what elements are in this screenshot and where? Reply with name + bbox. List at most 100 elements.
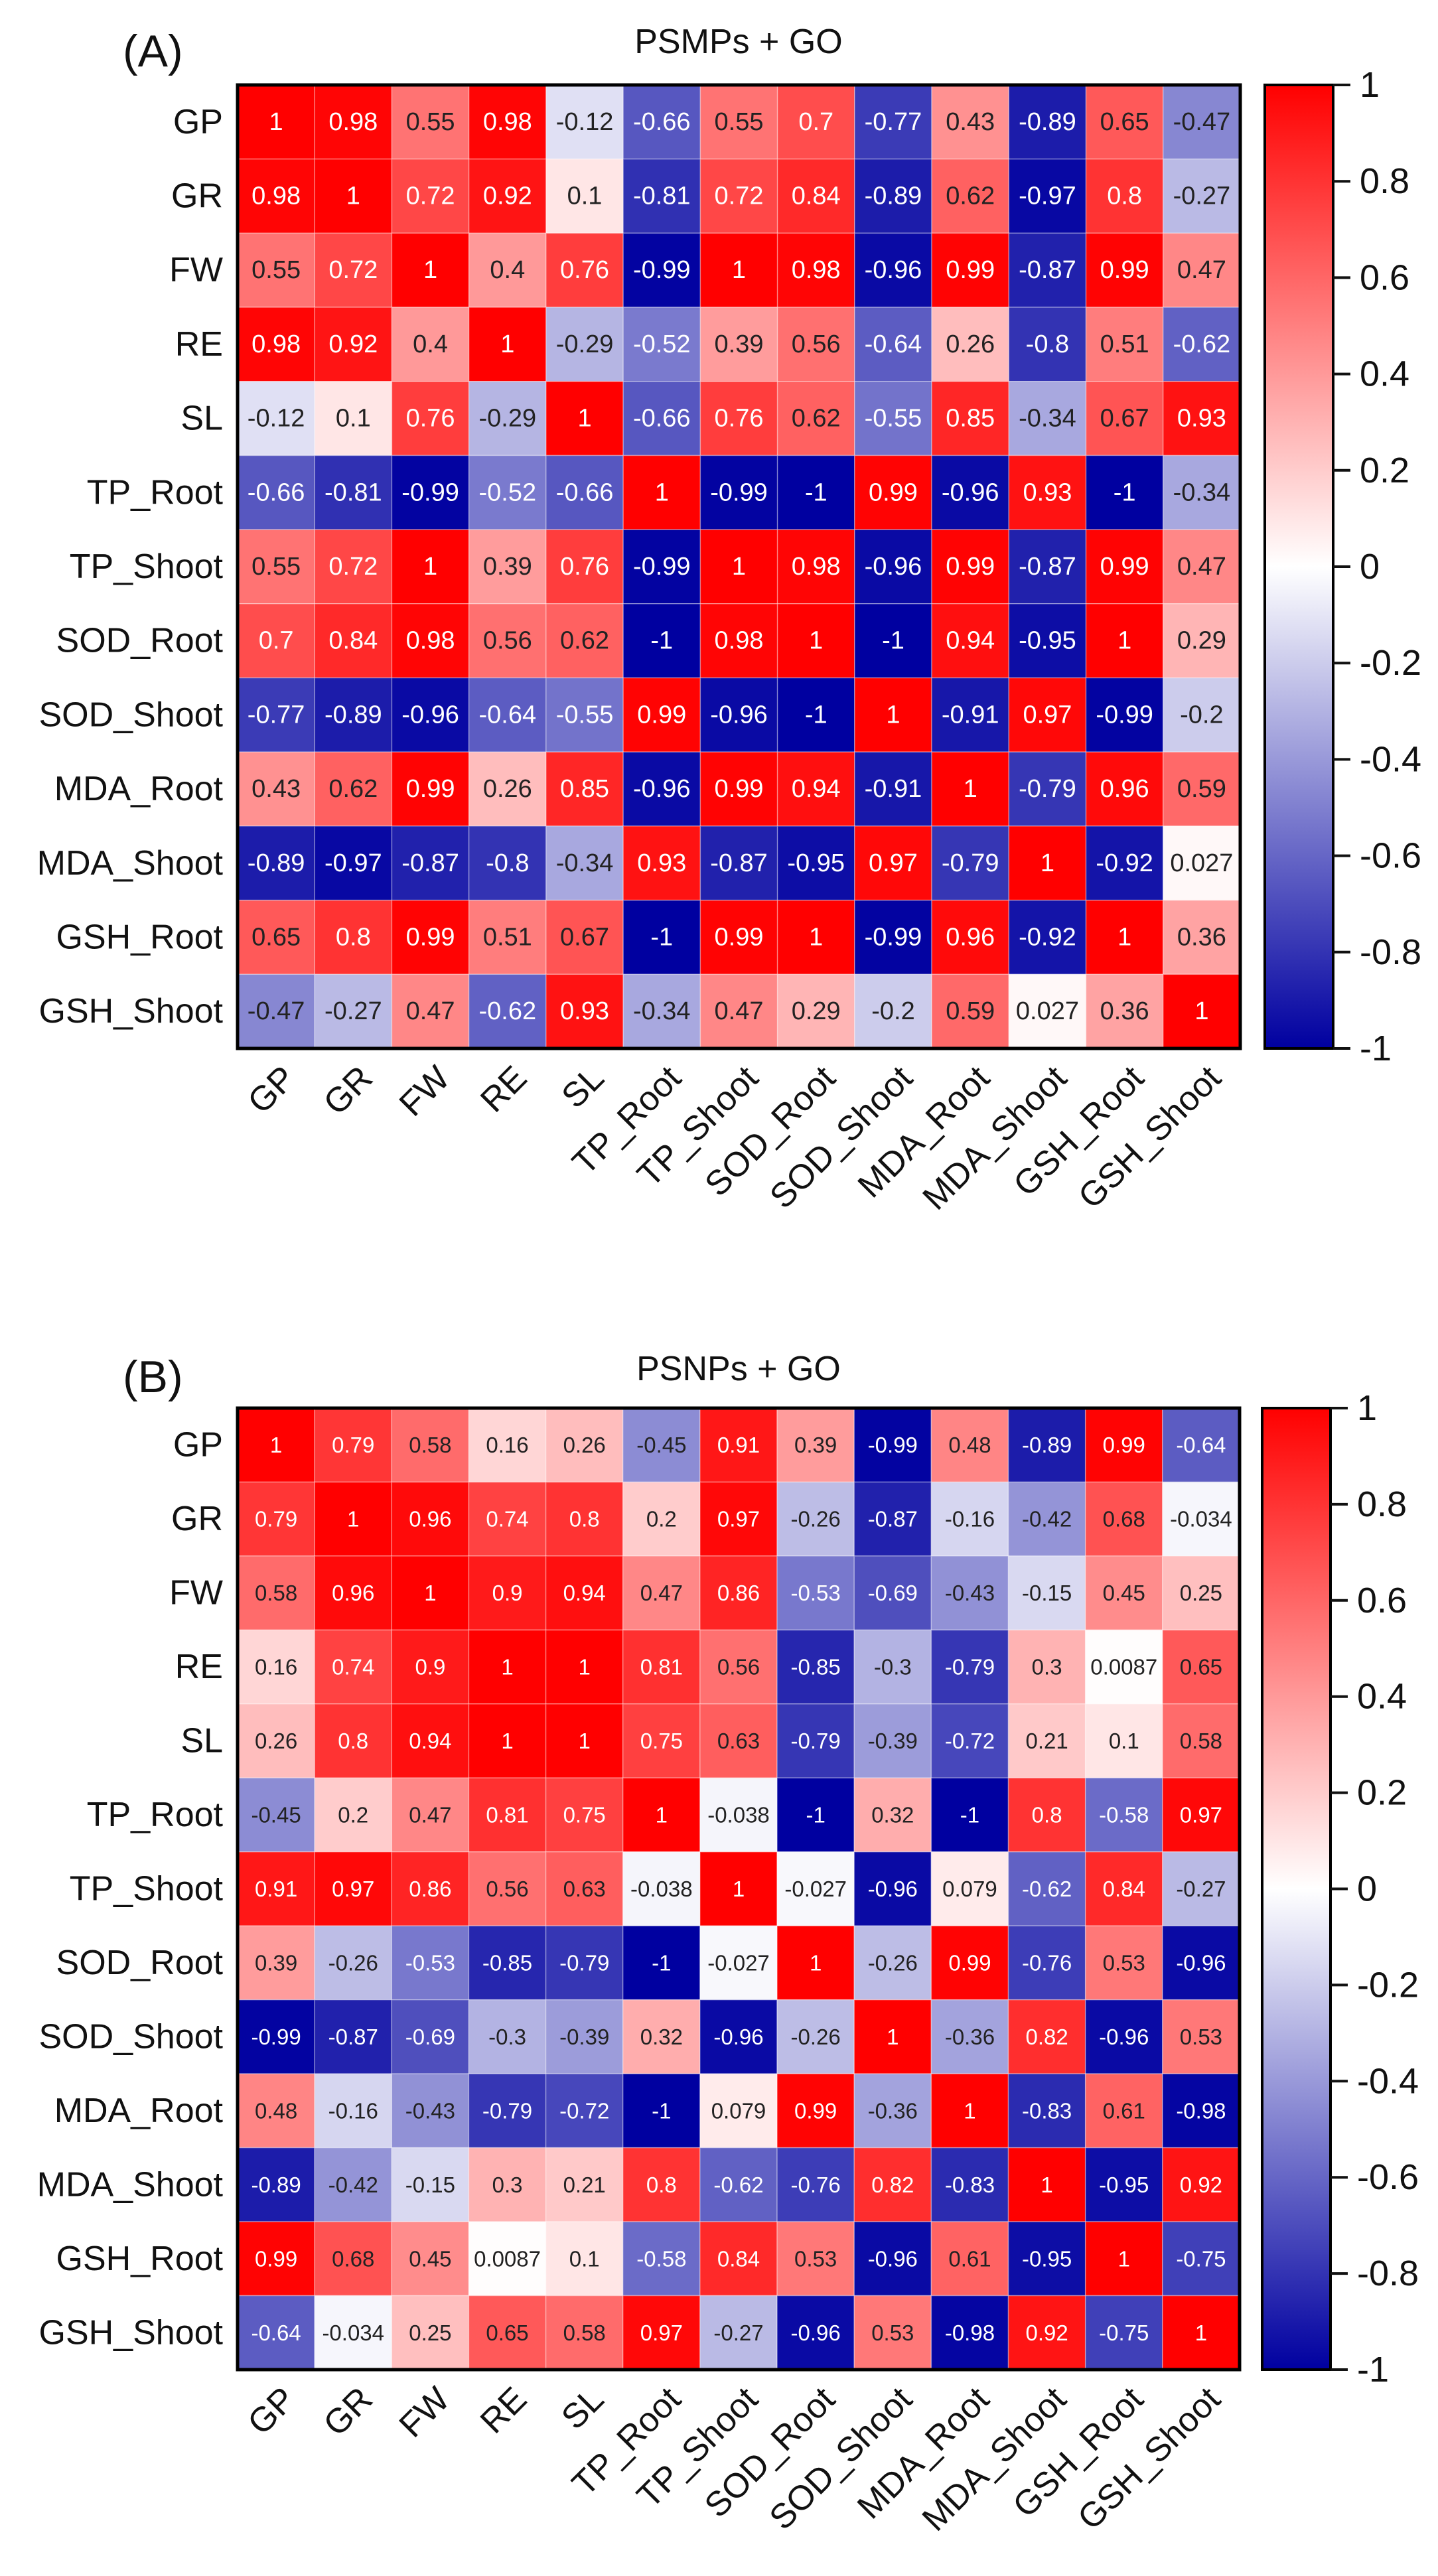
cell-value-label: 1 (1195, 2321, 1207, 2345)
cell-value-label: 1 (887, 2025, 899, 2049)
cell-value-label: -0.99 (710, 478, 768, 506)
cell-value-label: -0.95 (787, 849, 845, 877)
cell-value-label: 0.55 (715, 108, 764, 136)
heatmap-cell (931, 232, 1010, 308)
y-tick-label: GR (171, 177, 223, 216)
heatmap-cell (1007, 1481, 1086, 1557)
heatmap-cell (1008, 899, 1087, 975)
cell-value-label: 1 (656, 1803, 668, 1827)
cell-value-label: 1 (1194, 997, 1208, 1025)
heatmap-cell (545, 1629, 624, 1705)
cell-value-label: 0.97 (1023, 701, 1072, 729)
cell-value-label: -0.34 (556, 849, 614, 877)
cell-value-label: -0.96 (942, 478, 999, 506)
heatmap-cell (776, 677, 855, 752)
heatmap-cell (237, 1629, 315, 1705)
cell-value-label: 0.99 (946, 553, 995, 581)
heatmap-cell (1162, 1703, 1240, 1779)
heatmap-cell (391, 307, 470, 382)
cell-value-label: 0.55 (252, 553, 301, 581)
cell-value-label: 1 (1041, 2173, 1052, 2197)
cell-value-label: 0.98 (483, 108, 532, 136)
cell-value-label: 0.92 (1180, 2173, 1222, 2197)
heatmap-cell (468, 1925, 547, 2001)
cell-value-label: 0.99 (948, 1950, 991, 1975)
colorbar-tick-label: -0.2 (1360, 643, 1421, 683)
heatmap-cell (776, 1999, 855, 2074)
cell-value-label: -0.96 (791, 2321, 841, 2345)
y-tick-label: GSH_Shoot (39, 2313, 224, 2352)
heatmap-cell (1084, 1999, 1163, 2074)
heatmap-cell (776, 1703, 855, 1779)
cell-value-label: 0.96 (332, 1581, 374, 1605)
heatmap-cell (314, 751, 393, 827)
heatmap-panel-b: (B) PSNPs + GO 1 0.79 0.58 0.16 0.26 -0.45 0.9… (37, 1350, 1419, 2539)
cell-value-label: -0.81 (324, 478, 382, 506)
heatmap-cell (622, 603, 701, 679)
cell-value-label: 0.58 (563, 2321, 606, 2345)
heatmap-cell (314, 1407, 393, 1483)
colorbar-tick-label: 0 (1357, 1869, 1377, 1909)
y-tick-label: TP_Root (87, 1796, 224, 1834)
heatmap-cell (931, 899, 1010, 975)
cell-value-label: -0.45 (636, 1433, 686, 1457)
cell-value-label: 1 (733, 1877, 745, 1901)
cell-value-label: 1 (655, 478, 669, 506)
x-tick-label: SL (555, 1058, 612, 1115)
colorbar-tick-label: 0.8 (1357, 1484, 1407, 1524)
colorbar-tick-label: -0.6 (1357, 2157, 1419, 2197)
cell-value-label: 0.99 (406, 775, 455, 803)
heatmap-cell (931, 677, 1010, 752)
cell-value-label: 0.47 (1177, 256, 1226, 284)
cell-value-label: -0.62 (1022, 1877, 1072, 1901)
heatmap-cell (545, 158, 624, 234)
y-tick-label: SOD_Root (56, 1944, 224, 1982)
cell-value-label: 0.99 (715, 923, 764, 951)
heatmap-cell (930, 1703, 1009, 1779)
cell-value-label: -0.75 (1176, 2246, 1226, 2271)
heatmap-cell (468, 677, 547, 752)
cell-value-label: -0.72 (945, 1729, 995, 1753)
heatmap-cell (776, 1481, 855, 1557)
heatmap-cell (1162, 2221, 1240, 2297)
heatmap-cell (622, 751, 701, 827)
heatmap-cell (468, 1481, 547, 1557)
cell-value-label: 0.67 (1100, 405, 1149, 433)
heatmap-cell (853, 2073, 932, 2149)
heatmap-cell (314, 232, 393, 308)
cell-value-label: 1 (964, 775, 977, 803)
heatmap-cell (699, 1555, 778, 1631)
heatmap-cell (237, 677, 315, 752)
heatmap-cell (930, 2295, 1009, 2370)
heatmap-cell (545, 232, 624, 308)
cell-value-label: 0.8 (646, 2173, 677, 2197)
y-tick-label: FW (169, 251, 223, 289)
heatmap-cell (468, 2295, 547, 2370)
cell-value-label: 0.32 (640, 2025, 683, 2049)
heatmap-cell (776, 232, 855, 308)
cell-value-label: 0.84 (328, 627, 378, 655)
heatmap-cell (1007, 1999, 1086, 2074)
heatmap-cell (468, 973, 547, 1049)
cell-value-label: 0.81 (486, 1803, 528, 1827)
heatmap-cell (1162, 1777, 1240, 1853)
heatmap-cell (699, 2221, 778, 2297)
cell-value-label: -0.85 (482, 1950, 532, 1975)
cell-value-label: 0.079 (711, 2098, 766, 2123)
cell-value-label: -0.8 (1026, 330, 1069, 358)
cell-value-label: -0.027 (784, 1877, 847, 1901)
cell-value-label: 0.47 (409, 1803, 451, 1827)
heatmap-cell (622, 973, 701, 1049)
cell-value-label: 0.26 (483, 775, 532, 803)
cell-value-label: 0.98 (792, 553, 841, 581)
heatmap-cell (1008, 603, 1087, 679)
y-tick-label: TP_Root (87, 473, 224, 512)
cell-value-label: -0.79 (482, 2098, 532, 2123)
heatmap-cell (237, 84, 315, 160)
heatmap-cell (314, 825, 393, 901)
heatmap-cell (699, 1629, 778, 1705)
heatmap-cell (391, 1851, 470, 1926)
heatmap-cell (314, 1481, 393, 1557)
cell-value-label: 0.8 (1032, 1803, 1062, 1827)
heatmap-cell (1163, 232, 1241, 308)
